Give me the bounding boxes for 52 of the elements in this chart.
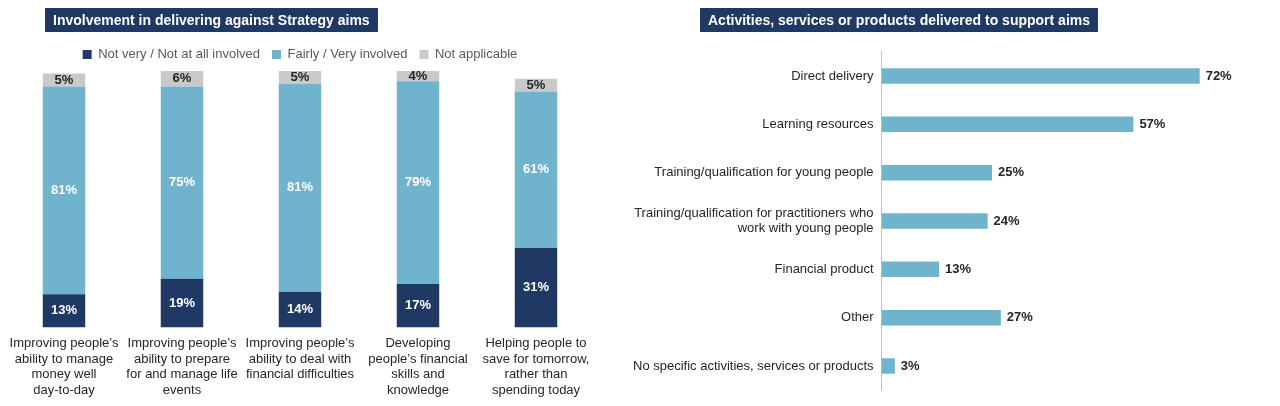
y-tick-label: No specific activities, services or products [632, 357, 875, 373]
data-label: 27% [1006, 309, 1034, 325]
bar [881, 358, 895, 374]
bar [278, 83, 322, 292]
data-label: 4% [408, 67, 428, 83]
y-tick-label: Other [841, 309, 875, 325]
bar [881, 213, 988, 229]
bar [160, 86, 204, 279]
y-tick-label: Financial product [774, 260, 874, 276]
bar [881, 68, 1200, 84]
chart-title: Activities, services or products delivered to support aims [700, 8, 1099, 32]
data-label: 81% [50, 181, 78, 197]
bar [881, 261, 940, 278]
data-label: 5% [54, 71, 74, 87]
x-tick-label: Improving people’s ability to deal with financial difficulties [245, 334, 355, 382]
bar [881, 309, 1001, 326]
bar [881, 164, 993, 181]
data-label: 5% [290, 68, 310, 84]
chart-title: Involvement in delivering against Strategy aims [45, 8, 378, 32]
legend-label: Not applicable [434, 46, 518, 62]
bar [396, 81, 440, 284]
data-label: 3% [900, 357, 921, 373]
data-label: 5% [526, 76, 546, 92]
y-tick-label: Training/qualification for young people [654, 164, 874, 180]
data-label: 6% [172, 70, 192, 86]
bar [881, 116, 1134, 133]
data-label: 13% [50, 302, 78, 318]
bar [514, 248, 558, 328]
legend-label: Not very / Not at all involved [98, 46, 261, 62]
y-tick-label: Direct delivery [791, 67, 875, 83]
data-label: 24% [993, 212, 1021, 228]
y-tick-label: Training/qualification for practitioners who work with young people [634, 204, 874, 236]
x-tick-label: Developing people’s financial skills and knowledge [368, 334, 468, 397]
x-tick-label: Improving people’s ability to manage money well day-to-day [9, 334, 119, 397]
data-label: 19% [168, 294, 196, 310]
x-tick-label: Helping people to save for tomorrow, rather than spending today [482, 334, 590, 397]
bar [514, 91, 558, 249]
bar [42, 86, 86, 295]
legend-label: Fairly / Very involved [287, 46, 408, 62]
data-label: 61% [522, 161, 550, 177]
data-label: 31% [522, 279, 550, 295]
x-tick-label: Improving people’s ability to prepare for and manage life events [126, 334, 238, 397]
data-label: 75% [168, 174, 196, 190]
data-label: 79% [404, 174, 432, 190]
data-label: 17% [404, 297, 432, 313]
data-label: 25% [998, 164, 1025, 180]
data-label: 57% [1139, 115, 1166, 131]
data-label: 72% [1205, 67, 1233, 83]
data-label: 14% [286, 301, 314, 317]
data-label: 81% [286, 179, 314, 195]
data-label: 13% [945, 260, 972, 276]
y-tick-label: Learning resources [762, 115, 875, 131]
